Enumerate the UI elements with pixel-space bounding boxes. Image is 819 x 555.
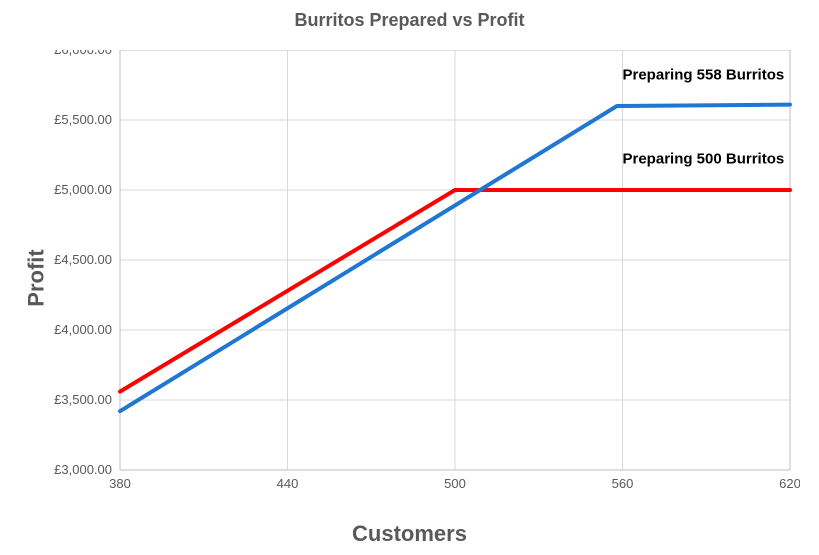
series-label: Preparing 558 Burritos (623, 66, 785, 83)
chart-title: Burritos Prepared vs Profit (0, 10, 819, 31)
x-axis-title: Customers (0, 521, 819, 547)
y-axis-title: Profit (24, 249, 50, 306)
y-tick-label: £3,500.00 (54, 392, 112, 407)
y-tick-label: £5,500.00 (54, 112, 112, 127)
x-tick-label: 620 (779, 476, 800, 491)
chart-plot: £3,000.00 £3,500.00 £4,000.00 £4,500.00 £5,0… (50, 50, 800, 510)
y-tick-label: £4,500.00 (54, 252, 112, 267)
x-tick-label: 380 (109, 476, 131, 491)
y-tick-label: £6,000.00 (54, 50, 112, 57)
y-tick-label: £3,000.00 (54, 462, 112, 477)
x-tick-label: 500 (444, 476, 466, 491)
y-tick-label: £4,000.00 (54, 322, 112, 337)
series-label: Preparing 500 Burritos (623, 150, 785, 167)
chart-container: Burritos Prepared vs Profit Profit Custo… (0, 0, 819, 555)
x-tick-label: 560 (612, 476, 634, 491)
x-tick-label: 440 (277, 476, 299, 491)
y-tick-label: £5,000.00 (54, 182, 112, 197)
